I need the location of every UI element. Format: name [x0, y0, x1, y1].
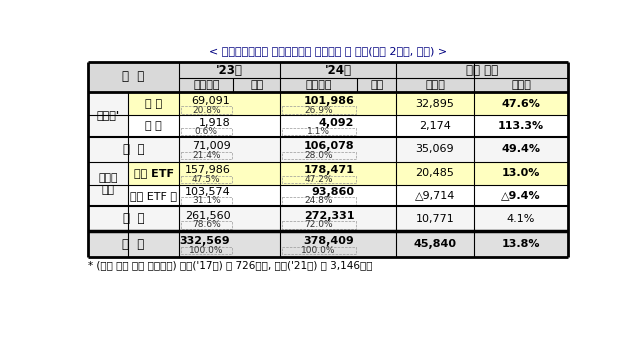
Text: 증거금
이외: 증거금 이외: [98, 173, 118, 195]
Text: < 한국예탁결제원 장외파생담보 보관금액 등 현황(최근 2개년, 억원) >: < 한국예탁결제원 장외파생담보 보관금액 등 현황(최근 2개년, 억원) >: [209, 46, 447, 56]
Text: 31.1%: 31.1%: [192, 197, 221, 206]
Text: 113.3%: 113.3%: [498, 121, 544, 131]
Text: 2,174: 2,174: [419, 121, 451, 131]
Text: 71,009: 71,009: [191, 142, 230, 151]
Bar: [179, 79, 234, 92]
Text: 합성 ETF 外: 합성 ETF 外: [130, 191, 177, 201]
Text: 보관금액: 보관금액: [305, 80, 332, 90]
Bar: [474, 79, 568, 92]
Text: 21.4%: 21.4%: [192, 151, 221, 160]
Text: 28.0%: 28.0%: [305, 151, 333, 160]
Bar: [396, 62, 568, 79]
Text: 93,860: 93,860: [311, 188, 355, 198]
Bar: [280, 62, 396, 79]
Text: 100.0%: 100.0%: [301, 246, 336, 255]
Text: 비중: 비중: [250, 80, 263, 90]
Text: 4.1%: 4.1%: [507, 213, 535, 224]
Text: 106,078: 106,078: [304, 142, 355, 151]
Bar: [179, 137, 568, 162]
Text: '23년: '23년: [216, 64, 243, 76]
Bar: [179, 185, 568, 206]
Bar: [179, 162, 568, 185]
Bar: [179, 231, 568, 257]
Text: 47.6%: 47.6%: [502, 99, 540, 109]
Text: 증감률: 증감률: [511, 80, 531, 90]
Text: 100.0%: 100.0%: [189, 246, 223, 255]
Bar: [88, 231, 179, 257]
Text: 증거금': 증거금': [97, 110, 120, 120]
Text: 1.1%: 1.1%: [307, 127, 330, 136]
Text: 합  계: 합 계: [122, 238, 145, 251]
Bar: [88, 62, 179, 92]
Text: 합성 ETF: 합성 ETF: [134, 168, 173, 178]
Text: 변 동: 변 동: [145, 121, 162, 131]
Text: 0.6%: 0.6%: [195, 127, 218, 136]
Text: 47.5%: 47.5%: [192, 175, 221, 184]
Bar: [179, 116, 568, 137]
Text: 49.4%: 49.4%: [502, 144, 540, 154]
Bar: [396, 79, 474, 92]
Bar: [88, 92, 128, 137]
Text: 69,091: 69,091: [191, 96, 230, 106]
Text: 보관금액: 보관금액: [193, 80, 220, 90]
Text: 증감액: 증감액: [425, 80, 445, 90]
Bar: [280, 79, 358, 92]
Text: 10,771: 10,771: [415, 213, 454, 224]
Text: 157,986: 157,986: [184, 165, 230, 175]
Bar: [234, 79, 280, 92]
Bar: [128, 162, 179, 185]
Text: 전년 대비: 전년 대비: [466, 64, 499, 76]
Bar: [128, 92, 179, 116]
Text: 비중: 비중: [370, 80, 383, 90]
Text: * (제도 시행 당시 담보금액) 변동('17년) 약 726억원, 개시('21년) 약 3,146억원: * (제도 시행 당시 담보금액) 변동('17년) 약 726억원, 개시('…: [88, 260, 372, 270]
Text: 소  계: 소 계: [123, 143, 144, 156]
Text: △9,714: △9,714: [415, 191, 455, 201]
Text: 구  분: 구 분: [122, 71, 145, 83]
Bar: [128, 185, 179, 206]
Text: 45,840: 45,840: [413, 239, 456, 249]
Text: 개 시: 개 시: [145, 99, 162, 109]
Bar: [179, 92, 568, 116]
Text: 272,331: 272,331: [304, 211, 355, 221]
Bar: [179, 62, 280, 79]
Text: 32,895: 32,895: [415, 99, 454, 109]
Text: '24년: '24년: [324, 64, 351, 76]
Bar: [88, 162, 128, 206]
Text: 101,986: 101,986: [303, 96, 355, 106]
Text: 261,560: 261,560: [185, 211, 230, 221]
Bar: [358, 79, 396, 92]
Text: 332,569: 332,569: [180, 236, 230, 246]
Text: 26.9%: 26.9%: [305, 106, 333, 115]
Text: 378,409: 378,409: [303, 236, 355, 246]
Text: 4,092: 4,092: [319, 118, 355, 128]
Text: 103,574: 103,574: [184, 188, 230, 198]
Text: 20.8%: 20.8%: [192, 106, 221, 115]
Text: 1,918: 1,918: [198, 118, 230, 128]
Text: 20,485: 20,485: [415, 168, 454, 178]
Text: 13.8%: 13.8%: [502, 239, 540, 249]
Text: 72.0%: 72.0%: [305, 220, 333, 229]
Text: 78.6%: 78.6%: [192, 220, 221, 229]
Text: △9.4%: △9.4%: [501, 191, 541, 201]
Text: 35,069: 35,069: [415, 144, 454, 154]
Bar: [179, 206, 568, 231]
Text: 24.8%: 24.8%: [305, 197, 333, 206]
Text: 13.0%: 13.0%: [502, 168, 540, 178]
Bar: [128, 116, 179, 137]
Text: 소  계: 소 계: [123, 212, 144, 225]
Text: 178,471: 178,471: [303, 165, 355, 175]
Text: 47.2%: 47.2%: [305, 175, 333, 184]
Bar: [88, 137, 179, 162]
Bar: [88, 206, 179, 231]
